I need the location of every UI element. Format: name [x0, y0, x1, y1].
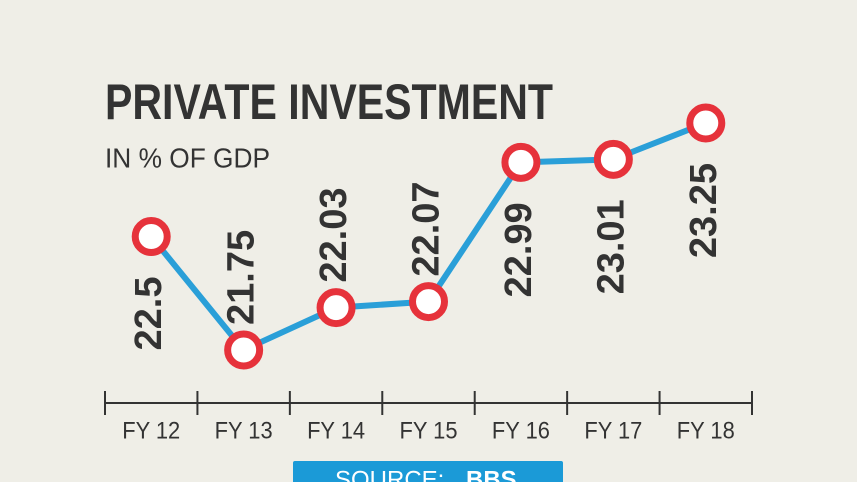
value-label: 21.75 [221, 230, 263, 325]
x-tick-label: FY 17 [584, 417, 642, 444]
chart-title: PRIVATE INVESTMENT [105, 74, 553, 130]
x-tick-label: FY 16 [492, 417, 550, 444]
x-tick-label: FY 15 [400, 417, 458, 444]
value-label: 22.07 [406, 181, 448, 276]
data-point [593, 139, 633, 179]
source-box [293, 461, 563, 482]
value-label: 22.99 [498, 202, 540, 297]
data-point [224, 330, 264, 370]
x-tick-label: FY 12 [122, 417, 180, 444]
data-point [501, 142, 541, 182]
value-label: 22.5 [128, 277, 170, 351]
value-label: 23.01 [590, 199, 632, 294]
data-point [409, 282, 448, 322]
x-tick-label: FY 14 [307, 417, 365, 444]
value-label: 23.25 [683, 163, 725, 258]
chart-subtitle: IN % OF GDP [105, 142, 270, 173]
source-name: BBS [466, 466, 517, 482]
value-label: 22.03 [313, 188, 355, 283]
x-tick-label: FY 18 [677, 417, 735, 444]
data-point [316, 288, 356, 328]
source-label: SOURCE: [335, 466, 444, 482]
data-point [131, 217, 171, 256]
data-point [686, 103, 726, 143]
x-tick-label: FY 13 [215, 417, 273, 444]
